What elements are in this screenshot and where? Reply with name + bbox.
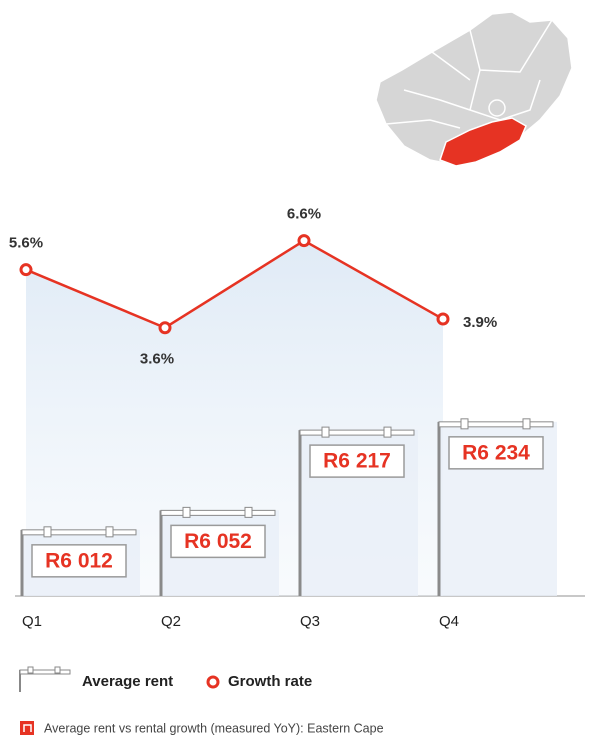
sign-rail: [438, 421, 554, 428]
caption: Average rent vs rental growth (measured …: [44, 721, 384, 735]
caption-icon: [20, 721, 34, 735]
x-tick-label: Q1: [22, 613, 42, 630]
map-lesotho: [488, 99, 506, 117]
map-eastern-cape: [439, 117, 527, 167]
sign-hook: [244, 506, 253, 518]
sign-rail: [160, 509, 276, 516]
growth-point: [158, 321, 172, 335]
growth-point: [297, 234, 311, 248]
legend-line-icon: [206, 675, 220, 689]
sign-board: [31, 544, 127, 578]
legend-bar-icon: [19, 666, 71, 692]
line-value-label: 5.6%: [9, 235, 43, 252]
sign-hook: [105, 526, 114, 538]
legend-label: Average rent: [82, 673, 173, 690]
sign-rail: [299, 429, 415, 436]
x-tick-label: Q3: [300, 613, 320, 630]
sign-hook: [43, 526, 52, 538]
growth-line: [25, 239, 444, 330]
sign-hook: [522, 418, 531, 430]
bar-value-label: R6 217: [323, 450, 391, 473]
line-value-label: 3.9%: [463, 314, 497, 331]
sign-board: [170, 524, 266, 559]
line-value-label: 6.6%: [287, 206, 321, 223]
growth-point: [436, 312, 450, 326]
sign-hook: [321, 426, 330, 438]
bar-value-label: R6 234: [462, 441, 530, 464]
sign-board: [309, 444, 405, 478]
growth-point: [19, 263, 33, 277]
bar-value-label: R6 012: [45, 549, 113, 572]
sign-hook: [182, 506, 191, 518]
sign-hook: [460, 418, 469, 430]
line-value-label: 3.6%: [140, 351, 174, 368]
x-tick-label: Q2: [161, 613, 181, 630]
legend-label: Growth rate: [228, 673, 312, 690]
sign-board: [448, 436, 544, 470]
region-map: [375, 11, 573, 167]
legend: Average rent Growth rate: [19, 666, 312, 692]
x-tick-label: Q4: [439, 613, 459, 630]
sign-hook: [383, 426, 392, 438]
bar-value-label: R6 052: [184, 530, 252, 553]
sign-rail: [21, 529, 137, 536]
